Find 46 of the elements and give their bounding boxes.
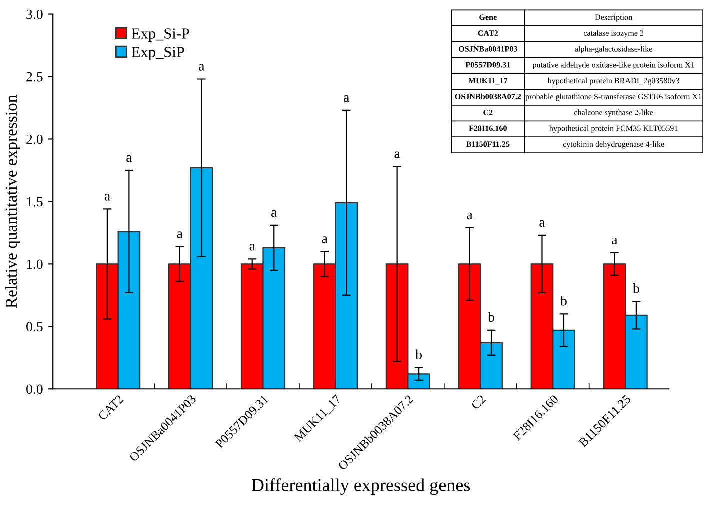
annotation: catalase isozyme 2 bbox=[584, 30, 644, 38]
annotation: b bbox=[560, 296, 567, 306]
annotation: a bbox=[250, 244, 256, 251]
annotation: chalcone synthase 2-like bbox=[574, 110, 654, 117]
annotation: CAT2 bbox=[478, 30, 498, 36]
annotation: a bbox=[177, 232, 183, 238]
annotation: a bbox=[322, 236, 328, 244]
annotation: putative aldehyde oxidase-like protein isoform X1 bbox=[532, 62, 694, 70]
annotation: a bbox=[344, 95, 350, 102]
y-tick-label: 0.0 bbox=[26, 384, 43, 394]
annotation: hypothetical protein BRADI_2g03580v3 bbox=[548, 78, 680, 86]
y-tick-label: 2.5 bbox=[26, 72, 43, 82]
annotation: a bbox=[199, 64, 205, 71]
legend-label: Exp_SiP bbox=[132, 47, 184, 61]
annotation: a bbox=[540, 220, 546, 228]
annotation: a bbox=[394, 152, 400, 158]
annotation: b bbox=[416, 350, 422, 360]
y-tick-label: 2.0 bbox=[26, 134, 43, 144]
legend-label: Exp_Si-P bbox=[132, 28, 190, 42]
x-tick-label: C2 bbox=[470, 394, 486, 410]
y-tick-label: 0.5 bbox=[26, 322, 43, 332]
annotation: MUK11_17 bbox=[468, 78, 508, 85]
annotation: b bbox=[632, 284, 640, 294]
annotation: a bbox=[272, 210, 278, 218]
annotation: P0557D09.31 bbox=[466, 62, 510, 68]
annotation: a bbox=[126, 155, 132, 162]
x-axis-title: Differentially expressed genes bbox=[252, 478, 470, 496]
annotation: a bbox=[467, 212, 473, 220]
annotation: hypothetical protein FCM35 KLT05591 bbox=[549, 126, 678, 133]
y-axis-title: Relative quantitative expression bbox=[5, 95, 20, 308]
annotation: Description bbox=[595, 14, 632, 22]
annotation: probable glutathione S-transferase GSTU6 isoform X1 bbox=[526, 94, 702, 102]
y-tick-label: 1.0 bbox=[27, 260, 43, 270]
annotation: OSJNBb0038A07.2 bbox=[455, 94, 522, 100]
annotation: a bbox=[612, 238, 618, 245]
annotation: B1150F11.25 bbox=[466, 142, 510, 148]
y-tick-label: 1.5 bbox=[27, 197, 43, 207]
annotation: Gene bbox=[480, 14, 497, 20]
y-tick-label: 3.0 bbox=[26, 10, 43, 20]
annotation: a bbox=[104, 194, 110, 201]
annotation: alpha-galactosidase-like bbox=[575, 46, 652, 54]
annotation: F28I16.160 bbox=[469, 126, 507, 132]
annotation: b bbox=[488, 312, 494, 322]
annotation: C2 bbox=[484, 110, 493, 116]
annotation: cytokinin dehydrogenase 4-like bbox=[563, 141, 664, 149]
annotation: OSJNBa0041P03 bbox=[459, 46, 518, 52]
